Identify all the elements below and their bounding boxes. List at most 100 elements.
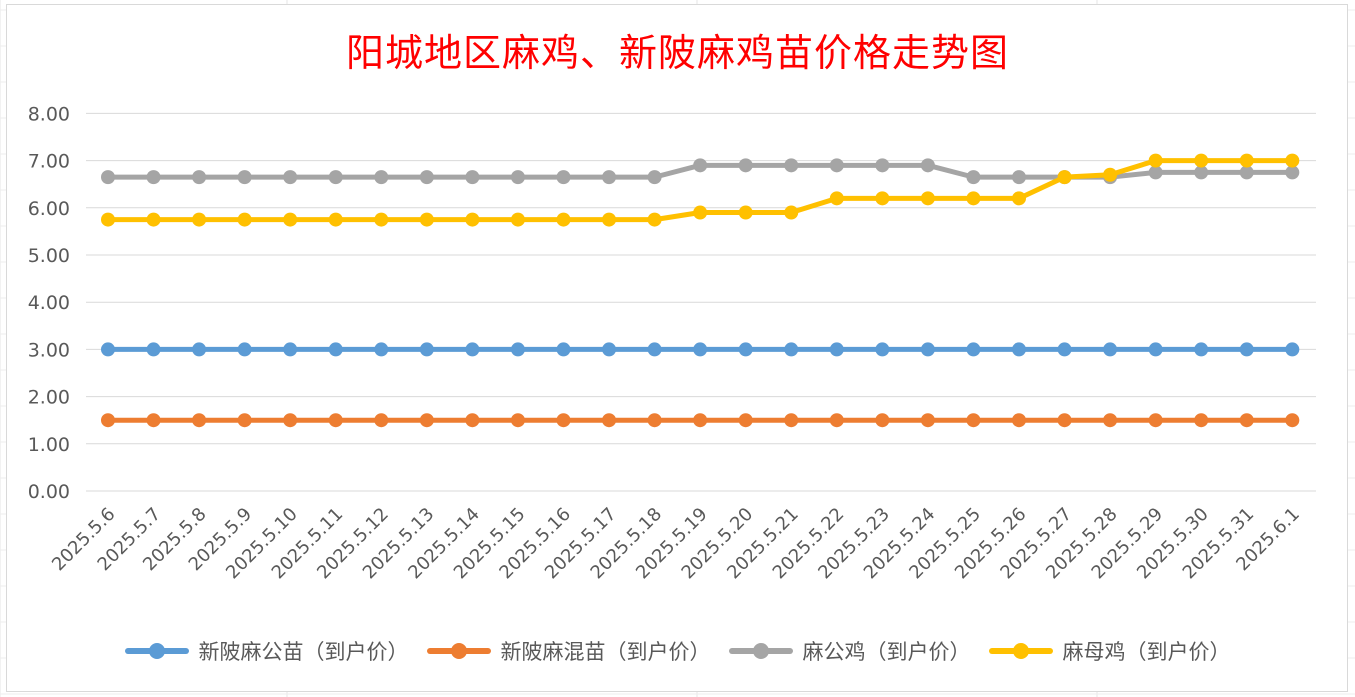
series-2-point xyxy=(328,413,343,428)
y-tick-label: 4.00 xyxy=(28,292,70,314)
chart-legend: 新陂麻公苗（到户价） 新陂麻混苗（到户价） 麻公鸡（到户价） 麻母鸡（到户价） xyxy=(0,636,1355,666)
series-3-point xyxy=(1285,165,1300,180)
y-tick-label: 1.00 xyxy=(28,434,70,456)
series-2-point xyxy=(283,413,298,428)
series-1-point xyxy=(966,342,981,357)
series-3-point xyxy=(693,158,708,173)
series-4-point xyxy=(784,205,799,220)
series-3-point xyxy=(920,158,935,173)
series-4-point xyxy=(738,205,753,220)
legend-label: 麻母鸡（到户价） xyxy=(1062,640,1231,664)
legend-marker xyxy=(752,643,769,659)
series-1-point xyxy=(1012,342,1026,357)
series-3-point xyxy=(784,158,799,173)
series-2-point xyxy=(829,413,844,428)
series-4-point xyxy=(556,212,571,227)
series-3-point xyxy=(1194,165,1209,180)
series-1-point xyxy=(419,342,434,357)
series-1-point xyxy=(1103,342,1118,357)
series-1-point xyxy=(1285,342,1300,357)
y-tick-label: 3.00 xyxy=(28,339,70,361)
series-4-point xyxy=(465,212,480,227)
series-2-point xyxy=(1012,413,1026,428)
series-1-point xyxy=(875,342,890,357)
series-3-point xyxy=(237,170,252,185)
y-tick-label: 6.00 xyxy=(28,198,70,220)
y-tick-label: 7.00 xyxy=(28,151,70,173)
series-2-point xyxy=(738,413,753,428)
series-3-point xyxy=(101,170,115,185)
series-3-point xyxy=(374,170,389,185)
series-4-point xyxy=(966,191,981,206)
series-2-point xyxy=(1194,413,1209,428)
series-2-point xyxy=(647,413,662,428)
series-1-point xyxy=(647,342,662,357)
series-4-point xyxy=(328,212,343,227)
series-1-point xyxy=(602,342,617,357)
series-3-point xyxy=(192,170,207,185)
series-4-point xyxy=(875,191,890,206)
series-3-point xyxy=(556,170,571,185)
series-3-point xyxy=(966,170,981,185)
series-4-point xyxy=(146,212,161,227)
series-3-point xyxy=(1148,165,1163,180)
series-3-point xyxy=(146,170,161,185)
series-4-point xyxy=(1285,153,1300,168)
series-1-point xyxy=(237,342,252,357)
series-4-point xyxy=(647,212,662,227)
series-4-point xyxy=(693,205,708,220)
series-1-point xyxy=(1239,342,1254,357)
series-1-point xyxy=(738,342,753,357)
series-2-point xyxy=(419,413,434,428)
series-4-point xyxy=(374,212,389,227)
legend-item: 麻公鸡（到户价） xyxy=(728,636,971,666)
legend-marker xyxy=(148,643,165,659)
series-3-point xyxy=(510,170,525,185)
series-2-point xyxy=(1057,413,1072,428)
series-3-point xyxy=(1012,170,1026,185)
series-3-point xyxy=(328,170,343,185)
series-1-point xyxy=(920,342,935,357)
series-4-point xyxy=(829,191,844,206)
legend-marker xyxy=(450,643,467,659)
series-1-point xyxy=(374,342,389,357)
series-3-point xyxy=(1239,165,1254,180)
series-4-point xyxy=(1194,153,1209,168)
series-2-point xyxy=(556,413,571,428)
series-4-point xyxy=(1057,170,1072,185)
legend-item: 麻母鸡（到户价） xyxy=(988,636,1231,666)
legend-item: 新陂麻混苗（到户价） xyxy=(426,636,711,666)
series-4-point xyxy=(1148,153,1163,168)
series-3-point xyxy=(829,158,844,173)
series-1-point xyxy=(784,342,799,357)
series-1-point xyxy=(829,342,844,357)
series-4-point xyxy=(1239,153,1254,168)
series-3-point xyxy=(647,170,662,185)
series-1-point xyxy=(510,342,525,357)
series-1-point xyxy=(693,342,708,357)
series-1-point xyxy=(465,342,480,357)
series-3-point xyxy=(875,158,890,173)
legend-swatch xyxy=(124,643,189,659)
y-tick-label: 8.00 xyxy=(28,103,70,125)
series-4-point xyxy=(602,212,617,227)
legend-swatch xyxy=(728,643,793,659)
series-2-point xyxy=(966,413,981,428)
series-2-point xyxy=(192,413,207,428)
series-3-point xyxy=(283,170,298,185)
series-2-point xyxy=(1285,413,1300,428)
series-1-point xyxy=(192,342,207,357)
series-2-point xyxy=(237,413,252,428)
legend-swatch xyxy=(988,643,1053,659)
series-2-point xyxy=(146,413,161,428)
series-1-point xyxy=(1057,342,1072,357)
series-1-point xyxy=(328,342,343,357)
series-4-point xyxy=(283,212,298,227)
series-3-point xyxy=(602,170,617,185)
series-2-point xyxy=(875,413,890,428)
series-1-point xyxy=(146,342,161,357)
series-4-point xyxy=(419,212,434,227)
series-2-point xyxy=(465,413,480,428)
series-4-point xyxy=(1103,167,1118,182)
